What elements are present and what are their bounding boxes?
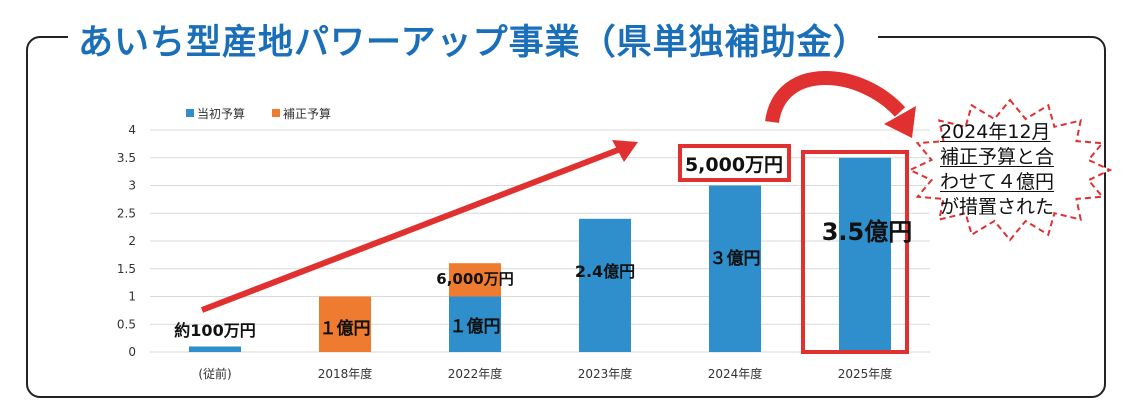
supplementary-highlight-box [678, 144, 791, 182]
bars [189, 157, 891, 352]
x-tick-label: 2024年度 [708, 366, 763, 381]
bar-supplementary-budget [319, 296, 371, 352]
x-tick-label: 2025年度 [838, 366, 893, 381]
page-title: あいち型産地パワーアップ事業（県単独補助金） [78, 23, 869, 63]
legend-label: 当初予算 [197, 106, 245, 121]
y-tick-label: 3.5 [117, 151, 136, 165]
legend-label: 補正予算 [283, 106, 331, 121]
x-axis-ticks: (従前) 2018年度 2022年度 2023年度 2024年度 2025年度 [198, 366, 892, 381]
legend-swatch [186, 109, 194, 117]
x-tick-label: 2023年度 [578, 366, 633, 381]
curved-arrow [765, 71, 906, 124]
budget-note: 2024年12月 補正予算と合 わせて４億円 が措置された [940, 120, 1100, 220]
data-label: ３億円 [710, 248, 761, 269]
y-tick-label: 3 [128, 179, 136, 193]
x-tick-label: 2018年度 [318, 366, 373, 381]
bar-initial-budget [449, 296, 501, 352]
data-label: 約100万円 [174, 321, 255, 340]
y-tick-label: 4 [128, 123, 136, 137]
data-label: １億円 [450, 316, 501, 337]
y-tick-label: 1.5 [117, 262, 136, 276]
note-line-4: が措置された [940, 196, 1055, 218]
supplementary-data-label: 6,000万円 [436, 270, 513, 288]
data-label: １億円 [320, 318, 371, 339]
legend: 当初予算 補正予算 [186, 106, 331, 121]
bar-2025-highlight-box [801, 150, 909, 354]
curved-arrow-head [884, 106, 916, 138]
data-labels: 約100万円 １億円 １億円 2.4億円 ３億円 3.5億円 6,000万円 5,000万円 [174, 154, 912, 340]
note-starburst [907, 98, 1113, 242]
y-tick-label: 2.5 [117, 206, 136, 220]
data-label: 2.4億円 [575, 262, 635, 281]
y-tick-label: 1 [128, 290, 136, 304]
bar-initial-budget [189, 346, 241, 352]
growth-arrow-line [200, 147, 620, 313]
data-label: 3.5億円 [822, 218, 913, 246]
annotations [200, 71, 1113, 354]
x-tick-label: (従前) [198, 366, 231, 381]
bar-initial-budget [579, 218, 631, 352]
y-tick-label: 2 [128, 234, 136, 248]
grid-lines [150, 129, 930, 353]
growth-arrow-head [612, 140, 638, 162]
x-tick-label: 2022年度 [448, 366, 503, 381]
bar-supplementary-budget [449, 263, 501, 297]
bar-initial-budget [709, 185, 761, 352]
bar-initial-budget [839, 157, 891, 352]
title-background [68, 10, 878, 66]
legend-swatch [272, 109, 280, 117]
supplementary-data-label: 5,000万円 [685, 154, 783, 176]
y-axis-ticks: 0 0.5 1 1.5 2 2.5 3 3.5 4 [117, 123, 136, 359]
note-line-3: わせて４億円 [940, 171, 1055, 193]
note-line-2: 補正予算と合 [940, 146, 1055, 168]
note-line-1: 2024年12月 [940, 121, 1051, 143]
y-tick-label: 0 [128, 345, 136, 359]
y-tick-label: 0.5 [117, 317, 136, 331]
